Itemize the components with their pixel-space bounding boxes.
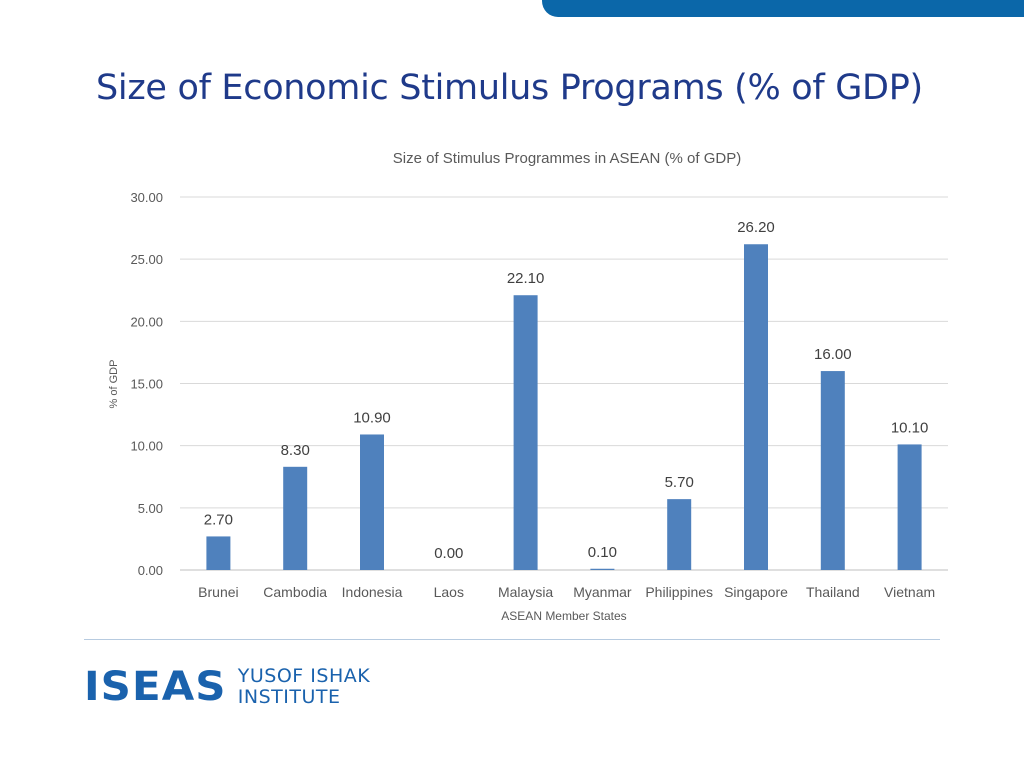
data-label: 8.30 [281, 442, 310, 459]
logo-mark: ISEAS [84, 664, 227, 710]
y-tick-label: 0.00 [138, 563, 163, 578]
footer-divider [84, 639, 940, 640]
logo-line-2: INSTITUTE [237, 686, 341, 708]
x-tick-label: Indonesia [342, 584, 403, 600]
data-label: 0.00 [434, 545, 463, 562]
y-tick-label: 10.00 [130, 439, 163, 454]
data-labels: 2.70 8.30 10.90 0.00 22.10 0.10 5.70 26.20 16.00… [204, 219, 929, 562]
y-tick-label: 25.00 [130, 252, 163, 267]
data-label: 0.10 [588, 544, 617, 561]
x-tick-label: Philippines [645, 584, 713, 600]
bar [206, 536, 231, 570]
bar [897, 444, 922, 570]
bar [744, 244, 768, 570]
data-label: 26.20 [737, 219, 775, 236]
y-tick-label: 15.00 [130, 377, 163, 392]
bar [820, 371, 845, 570]
bars [206, 244, 922, 570]
x-tick-label: Myanmar [573, 584, 632, 600]
top-accent-bar [542, 0, 1024, 17]
gridlines [180, 196, 948, 571]
x-tick-label: Singapore [724, 584, 788, 600]
x-tick-label: Thailand [806, 584, 860, 600]
bar [283, 466, 308, 570]
slide-title: Size of Economic Stimulus Programs (% of… [96, 68, 923, 108]
data-label: 5.70 [665, 474, 694, 491]
data-label: 10.10 [891, 419, 929, 436]
data-label: 2.70 [204, 511, 233, 528]
logo-text: YUSOF ISHAK INSTITUTE [238, 666, 370, 708]
x-axis-ticks: Brunei Cambodia Indonesia Laos Malaysia Myanm… [198, 584, 935, 600]
bar [360, 434, 384, 570]
y-axis-label: % of GDP [108, 360, 120, 409]
x-axis-label: ASEAN Member States [501, 609, 626, 623]
y-tick-label: 5.00 [138, 501, 163, 516]
x-tick-label: Cambodia [263, 584, 327, 600]
x-tick-label: Malaysia [498, 584, 553, 600]
chart-title: Size of Stimulus Programmes in ASEAN (% … [393, 150, 741, 167]
data-label: 22.10 [507, 270, 545, 287]
x-tick-label: Brunei [198, 584, 238, 600]
y-axis-ticks: 0.00 5.00 10.00 15.00 20.00 25.00 30.00 [130, 190, 163, 578]
bar [513, 295, 538, 570]
bar [590, 568, 615, 570]
y-tick-label: 30.00 [130, 190, 163, 205]
data-label: 16.00 [814, 346, 852, 363]
data-label: 10.90 [353, 409, 391, 426]
y-tick-label: 20.00 [130, 314, 163, 329]
bar [667, 499, 692, 570]
x-tick-label: Vietnam [884, 584, 935, 600]
x-tick-label: Laos [434, 584, 464, 600]
bar-chart: Size of Stimulus Programmes in ASEAN (% … [108, 150, 948, 623]
iseas-logo: ISEAS YUSOF ISHAK INSTITUTE [84, 665, 370, 709]
logo-line-1: YUSOF ISHAK [237, 665, 371, 687]
